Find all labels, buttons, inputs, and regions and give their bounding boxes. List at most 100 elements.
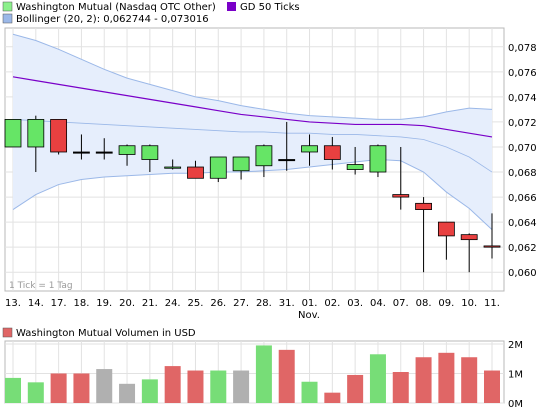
candle-body <box>118 145 136 155</box>
legend-swatch-gd50 <box>227 2 236 11</box>
legend-label-price: Washington Mutual (Nasdaq OTC Other) <box>16 2 216 13</box>
legend-label-volume: Washington Mutual Volumen in USD <box>16 328 196 339</box>
legend-swatch-bollinger <box>2 13 13 24</box>
x-tick-label: 18. <box>73 298 89 309</box>
volume-bar <box>461 357 478 403</box>
price-y-tick-label: 0,068 <box>508 168 537 179</box>
volume-bar <box>347 374 364 403</box>
x-axis-labels: 13. 14. 17. 18. 19. 20. 21. 24. 25. 26. 27. 28. 31. 0… <box>5 298 500 309</box>
price-y-tick-label: 0,066 <box>508 193 537 204</box>
volume-bar <box>210 370 227 403</box>
x-tick-label: 21. <box>142 298 158 309</box>
candle-body <box>483 245 501 248</box>
candle-body <box>50 119 68 153</box>
price-y-tick-label: 0,064 <box>508 218 537 229</box>
volume-bar <box>438 352 455 403</box>
volume-bar <box>119 383 136 403</box>
bollinger-middle-line <box>12 119 493 173</box>
x-tick-label: 04. <box>370 298 386 309</box>
bollinger-lower-line <box>12 158 493 230</box>
candle-body <box>369 145 387 173</box>
x-tick-label: 09. <box>438 298 454 309</box>
candle-body <box>301 145 318 153</box>
price-legend: Washington Mutual (Nasdaq OTC Other) GD … <box>2 1 300 25</box>
x-tick-label: 24. <box>165 298 181 309</box>
x-tick-label: 20. <box>119 298 135 309</box>
price-y-tick-label: 0,060 <box>508 268 537 279</box>
volume-bar <box>73 373 90 403</box>
volume-bar <box>415 357 432 403</box>
candlesticks <box>4 115 501 273</box>
x-month-label: Nov. <box>298 310 320 321</box>
x-tick-label: 07. <box>393 298 409 309</box>
volume-y-tick-label: 1M <box>508 369 523 380</box>
tick-note: 1 Tick = 1 Tag <box>9 281 73 291</box>
volume-bar <box>5 377 21 403</box>
volume-bar <box>233 370 250 403</box>
candle-body <box>141 145 159 160</box>
candle-body <box>255 145 273 167</box>
x-tick-label: 03. <box>347 298 363 309</box>
candle-body <box>95 151 113 154</box>
candle-body <box>392 194 410 198</box>
x-tick-label: 02. <box>324 298 340 309</box>
x-tick-label: 28. <box>256 298 272 309</box>
bollinger-band <box>12 33 493 230</box>
volume-legend: Washington Mutual Volumen in USD <box>2 327 196 339</box>
volume-y-axis: 0M 1M 2M <box>508 340 523 410</box>
x-tick-label: 19. <box>96 298 112 309</box>
bollinger-upper-line <box>12 33 493 120</box>
candle-body <box>437 221 455 237</box>
candle-body <box>27 119 45 148</box>
price-y-tick-label: 0,070 <box>508 143 537 154</box>
candle-body <box>415 202 432 210</box>
candle-body <box>4 119 22 148</box>
price-y-axis: 0,060 0,062 0,064 0,066 0,068 0,070 0,072 0,074… <box>508 43 537 279</box>
x-tick-label: 25. <box>188 298 204 309</box>
legend-swatch-volume <box>2 327 13 338</box>
candle-body <box>232 156 250 172</box>
gd50-line <box>12 76 493 138</box>
volume-bar <box>301 381 318 403</box>
price-y-tick-label: 0,074 <box>508 93 537 104</box>
legend-label-gd50: GD 50 Ticks <box>240 2 300 13</box>
volume-bar <box>27 382 44 403</box>
volume-bar <box>164 366 181 403</box>
candle-body <box>460 234 478 241</box>
x-tick-label: 26. <box>210 298 226 309</box>
volume-y-tick-label: 2M <box>508 340 523 351</box>
price-y-tick-label: 0,078 <box>508 43 537 54</box>
volume-y-tick-label: 0M <box>508 399 523 410</box>
x-tick-label: 10. <box>461 298 477 309</box>
candle-body <box>278 159 296 162</box>
x-tick-label: 11. <box>484 298 500 309</box>
legend-swatch-price <box>2 1 13 12</box>
volume-bars <box>5 345 500 403</box>
volume-bar <box>324 392 341 403</box>
x-tick-label: 17. <box>51 298 67 309</box>
volume-bar <box>141 379 158 403</box>
x-tick-label: 08. <box>416 298 432 309</box>
x-tick-label: 14. <box>28 298 44 309</box>
volume-bar <box>278 349 295 403</box>
volume-bar <box>392 372 409 403</box>
candle-body <box>187 166 204 179</box>
candle-body <box>164 166 182 169</box>
volume-bar <box>96 369 113 403</box>
volume-bar <box>255 345 272 403</box>
volume-bar <box>50 373 67 403</box>
x-tick-label: 13. <box>5 298 21 309</box>
price-y-tick-label: 0,072 <box>508 118 537 129</box>
candle-body <box>73 151 90 154</box>
price-y-tick-label: 0,076 <box>508 68 537 79</box>
candle-body <box>323 145 341 160</box>
x-tick-label: 27. <box>233 298 249 309</box>
volume-bar <box>187 370 204 403</box>
volume-bar <box>484 370 500 403</box>
candle-body <box>209 156 227 179</box>
x-tick-label: 31. <box>279 298 295 309</box>
x-tick-label: 01. <box>302 298 318 309</box>
price-y-tick-label: 0,062 <box>508 243 537 254</box>
candle-body <box>346 164 364 170</box>
